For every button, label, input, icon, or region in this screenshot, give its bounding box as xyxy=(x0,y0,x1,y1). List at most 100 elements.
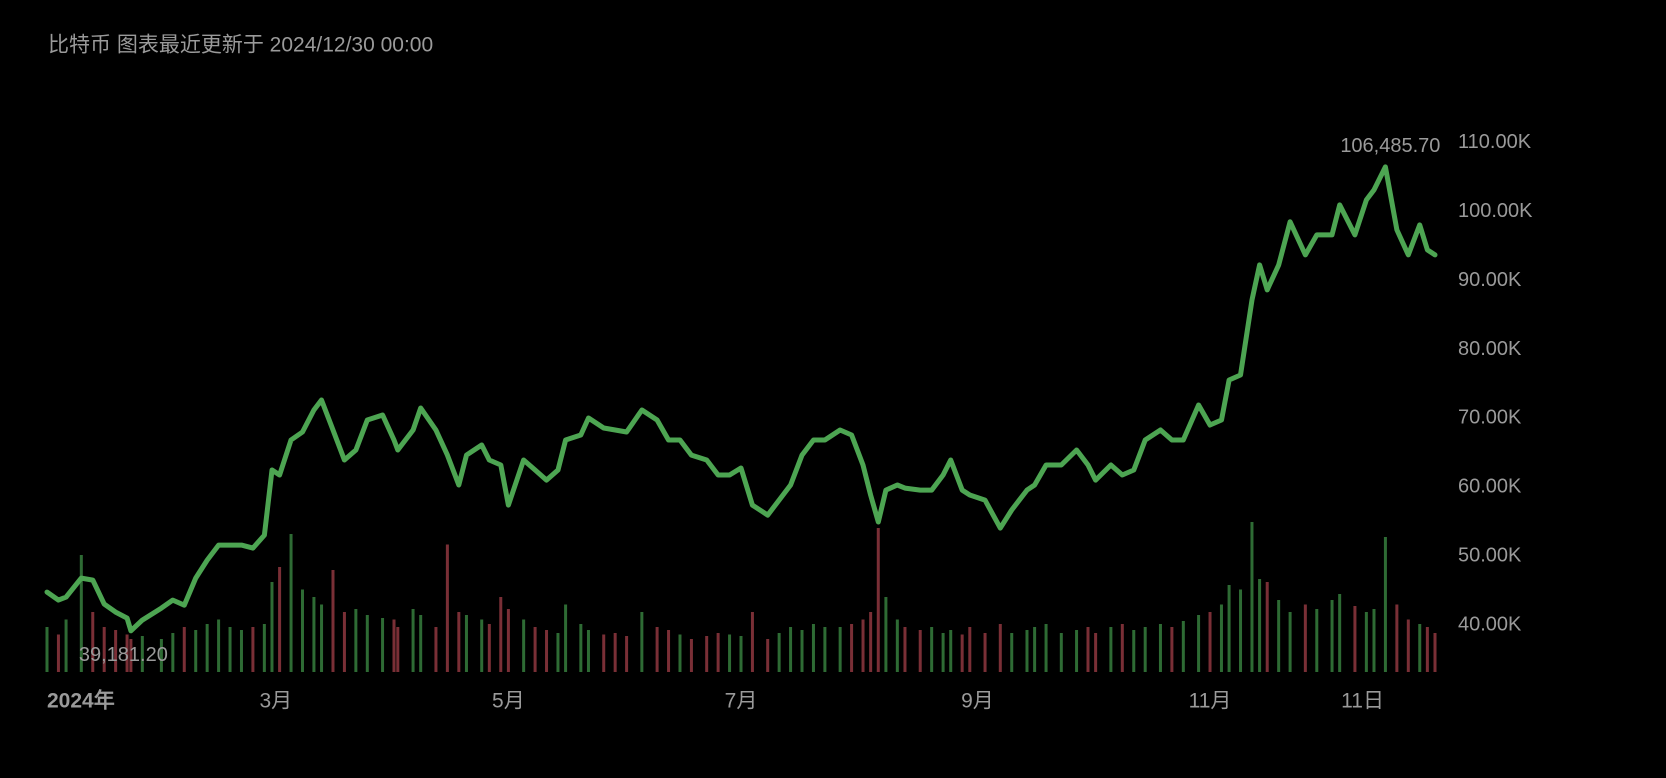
volume-bar xyxy=(45,627,49,672)
volume-bar xyxy=(903,627,907,672)
volume-bar xyxy=(129,639,133,672)
volume-bar xyxy=(640,612,644,672)
volume-bar xyxy=(1025,630,1029,672)
volume-bar xyxy=(464,615,468,672)
volume-bar xyxy=(522,619,526,672)
volume-bar xyxy=(1033,627,1037,672)
price-line xyxy=(44,164,1438,634)
volume-bar xyxy=(689,639,693,672)
volume-bar xyxy=(434,627,438,672)
volume-bar xyxy=(1158,624,1162,672)
volume-bar xyxy=(354,609,358,672)
volume-bar xyxy=(1120,624,1124,672)
volume-bar xyxy=(1197,615,1201,672)
volume-bar xyxy=(861,619,865,672)
volume-bar xyxy=(678,634,682,672)
volume-bar xyxy=(739,636,743,672)
volume-bar xyxy=(850,624,854,672)
volume-bar xyxy=(91,612,95,672)
x-tick-label: 7月 xyxy=(725,690,758,713)
volume-bar xyxy=(1364,612,1368,672)
volume-bar xyxy=(331,570,335,672)
volume-bar xyxy=(445,544,449,672)
volume-bar xyxy=(705,636,709,672)
volume-bar xyxy=(381,618,385,672)
volume-bar xyxy=(823,627,827,672)
volume-bar xyxy=(766,639,770,672)
volume-bar xyxy=(949,630,953,672)
x-tick-label: 3月 xyxy=(259,690,292,713)
x-tick-label: 5月 xyxy=(492,690,525,713)
volume-bar xyxy=(79,555,83,672)
volume-bar xyxy=(1418,624,1422,672)
volume-bar xyxy=(869,612,873,672)
volume-bar xyxy=(1075,630,1079,672)
volume-bar xyxy=(194,630,198,672)
volume-bar xyxy=(800,630,804,672)
volume-bar xyxy=(457,612,461,672)
volume-bar xyxy=(320,604,324,672)
volume-bar xyxy=(56,634,60,672)
volume-bar xyxy=(270,582,274,672)
volume-bar xyxy=(983,633,987,672)
volume-bar xyxy=(1330,600,1334,672)
volume-bar xyxy=(1303,604,1307,672)
volume-bar xyxy=(1219,604,1223,672)
volume-bar xyxy=(1010,633,1014,672)
volume-bar xyxy=(556,633,560,672)
volume-bar xyxy=(876,528,880,672)
volume-bar xyxy=(968,627,972,672)
price-annotation: 39,181.20 xyxy=(79,644,168,666)
volume-bar xyxy=(487,624,491,672)
volume-bar xyxy=(777,633,781,672)
volume-bar xyxy=(728,634,732,672)
volume-bar xyxy=(228,627,232,672)
volume-bar xyxy=(838,627,842,672)
volume-bar xyxy=(1425,627,1429,672)
y-tick-label: 60.00K xyxy=(1458,476,1522,498)
price-annotation: 106,485.70 xyxy=(1340,135,1440,157)
volume-bar xyxy=(930,627,934,672)
x-tick-label: 11日 xyxy=(1341,690,1384,713)
volume-bar xyxy=(586,630,590,672)
volume-bar xyxy=(480,619,484,672)
volume-bar xyxy=(579,624,583,672)
volume-bar xyxy=(1181,621,1185,672)
y-tick-label: 90.00K xyxy=(1458,269,1522,291)
y-tick-label: 50.00K xyxy=(1458,545,1522,567)
volume-bar xyxy=(64,619,68,672)
y-tick-label: 40.00K xyxy=(1458,613,1522,635)
volume-bar xyxy=(1208,612,1212,672)
volume-bar xyxy=(918,630,922,672)
volume-bar xyxy=(716,633,720,672)
volume-bar xyxy=(159,639,163,672)
volume-bar xyxy=(1143,627,1147,672)
volume-bar xyxy=(239,630,243,672)
volume-bar xyxy=(884,597,888,672)
volume-bar xyxy=(1170,627,1174,672)
volume-bar xyxy=(613,633,617,672)
volume-bar xyxy=(750,612,754,672)
volume-bar xyxy=(941,633,945,672)
volume-bar xyxy=(533,627,537,672)
volume-bar xyxy=(895,619,899,672)
y-tick-label: 110.00K xyxy=(1458,131,1532,153)
volume-bar xyxy=(789,627,793,672)
volume-bar xyxy=(499,597,503,672)
volume-bar xyxy=(811,624,815,672)
volume-bar xyxy=(140,636,144,672)
volume-bar xyxy=(171,633,175,672)
volume-bar xyxy=(1086,627,1090,672)
volume-bar xyxy=(1395,604,1399,672)
volume-bar xyxy=(602,634,606,672)
volume-bar xyxy=(655,627,659,672)
volume-bar xyxy=(102,627,106,672)
x-tick-label: 2024年 xyxy=(47,689,115,713)
volume-bar xyxy=(1383,537,1387,672)
volume-bar xyxy=(312,597,316,672)
volume-bar xyxy=(1338,594,1342,672)
volume-bar xyxy=(1109,627,1113,672)
volume-bar xyxy=(278,567,282,672)
volume-bar xyxy=(1353,606,1357,672)
